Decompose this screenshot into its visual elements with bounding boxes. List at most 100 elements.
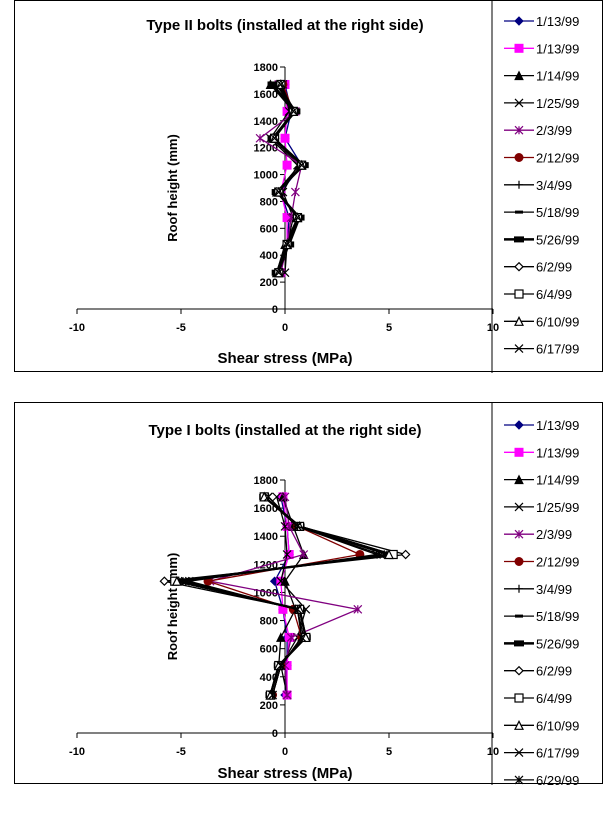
type-i-series-5-point xyxy=(280,492,290,502)
type-ii-legend-label: 3/4/99 xyxy=(536,178,572,193)
type-i-x-tick-label: -5 xyxy=(176,746,186,758)
type-i-x-tick-label: -10 xyxy=(69,746,85,758)
type-i-series-line-12 xyxy=(176,496,390,696)
type-ii-legend-marker xyxy=(514,125,524,135)
type-i-series-4-point xyxy=(282,550,292,559)
type-i-series-14-point xyxy=(297,632,307,642)
type-ii-series-5-point xyxy=(290,187,300,197)
chart-type-ii-svg: Type II bolts (installed at the right si… xyxy=(69,1,579,373)
type-ii-x-tick-label: -10 xyxy=(69,322,85,334)
type-ii-legend-label: 1/14/99 xyxy=(536,69,579,84)
type-i-legend-label: 5/18/99 xyxy=(536,609,579,624)
type-ii-series-9-point xyxy=(267,81,278,88)
type-i-series-10-point xyxy=(400,549,411,560)
type-i-legend-label: 1/14/99 xyxy=(536,473,579,488)
type-ii-legend-marker xyxy=(514,236,524,243)
type-ii-series-line-13 xyxy=(273,84,303,273)
type-ii-legend-label: 1/25/99 xyxy=(536,96,579,111)
chart-type-i-svg: Type I bolts (installed at the right sid… xyxy=(69,403,579,785)
type-ii-x-tick-label: 5 xyxy=(386,322,392,334)
type-i-legend: 1/13/99 1/13/99 1/14/99 1/25/99 2/3/99 2/12/9… xyxy=(491,403,579,785)
type-i-series-3-point xyxy=(276,632,286,642)
type-i-y-label: Roof height (mm) xyxy=(165,553,180,661)
type-i-plot: Type I bolts (installed at the right sid… xyxy=(69,422,499,782)
type-i-series-5-point xyxy=(286,632,296,642)
type-i-series-5-point xyxy=(353,604,363,614)
type-i-legend-marker xyxy=(515,584,523,593)
type-i-legend-label: 6/17/99 xyxy=(536,746,579,761)
type-i-x-tick-label: 0 xyxy=(282,746,288,758)
type-i-legend-label: 6/2/99 xyxy=(536,664,572,679)
type-ii-series-13-point xyxy=(270,133,280,143)
type-i-series-4-point xyxy=(280,521,290,531)
type-ii-series-2-point xyxy=(282,160,292,170)
type-ii-legend-label: 1/13/99 xyxy=(536,14,579,29)
type-i-legend-marker xyxy=(514,529,524,539)
type-i-legend-label: 1/25/99 xyxy=(536,500,579,515)
type-ii-y-tick-label: 1800 xyxy=(254,62,278,74)
type-ii-y-tick-label: 0 xyxy=(272,304,278,316)
type-ii-legend-label: 6/10/99 xyxy=(536,314,579,329)
type-ii-legend-marker xyxy=(514,344,524,354)
type-ii-legend-label: 6/4/99 xyxy=(536,287,572,302)
type-ii-series-13-point xyxy=(274,187,284,197)
type-i-legend-label: 2/12/99 xyxy=(536,555,579,570)
type-ii-series-13-point xyxy=(274,268,284,278)
type-i-series-line-3 xyxy=(269,496,305,696)
type-i-x-tick-label: 10 xyxy=(487,746,499,758)
type-i-series-10-point xyxy=(159,576,170,587)
type-i-x-tick-label: 5 xyxy=(386,746,392,758)
type-i-y-tick-label: 1800 xyxy=(254,475,278,487)
type-ii-legend: 1/13/99 1/13/99 1/14/99 1/25/99 2/3/99 2/12/9… xyxy=(491,1,579,373)
type-i-series-5-point xyxy=(299,550,309,559)
type-ii-title: Type II bolts (installed at the right si… xyxy=(146,17,423,34)
type-i-legend-marker xyxy=(515,614,523,618)
type-ii-series-2-point xyxy=(280,133,290,143)
type-ii-legend-marker xyxy=(514,153,524,162)
type-i-series-14-point xyxy=(263,492,273,502)
type-ii-y-tick-label: 200 xyxy=(260,277,278,289)
type-i-legend-marker xyxy=(514,775,524,785)
type-i-legend-label: 6/29/99 xyxy=(536,773,579,785)
chart-panel-type-ii: Type II bolts (installed at the right si… xyxy=(14,0,603,373)
type-ii-legend-label: 5/26/99 xyxy=(536,232,579,247)
type-ii-y-tick-label: 800 xyxy=(260,196,278,208)
type-ii-legend-label: 1/13/99 xyxy=(536,41,579,56)
type-ii-legend-label: 5/18/99 xyxy=(536,205,579,220)
type-ii-legend-marker xyxy=(514,98,524,108)
type-ii-legend-label: 6/2/99 xyxy=(536,260,572,275)
type-ii-legend-marker xyxy=(514,315,524,326)
type-i-y-tick-label: 200 xyxy=(260,700,278,712)
type-i-y-tick-label: 1400 xyxy=(254,531,278,543)
type-ii-legend-marker xyxy=(514,261,524,272)
type-ii-y-tick-label: 1200 xyxy=(254,143,278,155)
type-i-y-tick-label: 600 xyxy=(260,644,278,656)
type-i-legend-label: 1/13/99 xyxy=(536,418,579,433)
type-ii-legend-label: 2/3/99 xyxy=(536,123,572,138)
type-ii-legend-marker xyxy=(514,16,524,26)
type-i-legend-marker xyxy=(514,748,524,758)
type-i-series-14-point xyxy=(293,604,302,614)
type-i-legend-marker xyxy=(514,447,524,457)
type-ii-x-tick-label: -5 xyxy=(176,322,186,334)
type-i-legend-label: 6/10/99 xyxy=(536,718,579,733)
type-ii-series-13-point xyxy=(282,240,292,249)
type-i-series-13-point xyxy=(376,550,386,559)
type-ii-series-5-point xyxy=(255,133,265,143)
type-ii-legend-marker xyxy=(514,289,524,299)
type-i-legend-label: 5/26/99 xyxy=(536,636,579,651)
type-i-legend-label: 6/4/99 xyxy=(536,691,572,706)
type-ii-y-tick-label: 600 xyxy=(260,223,278,235)
type-ii-series-13-point xyxy=(297,160,307,170)
type-ii-y-tick-label: 400 xyxy=(260,250,278,262)
type-i-legend-marker xyxy=(514,665,524,676)
type-i-legend-label: 3/4/99 xyxy=(536,582,572,597)
type-ii-plot: Type II bolts (installed at the right si… xyxy=(69,17,499,367)
type-i-series-2-point xyxy=(284,632,294,642)
type-ii-legend-label: 2/12/99 xyxy=(536,151,579,166)
type-ii-y-tick-label: 1000 xyxy=(254,170,278,182)
type-ii-legend-marker xyxy=(514,70,524,81)
type-ii-x-tick-label: 0 xyxy=(282,322,288,334)
type-i-y-tick-label: 800 xyxy=(260,616,278,628)
type-i-series-14-point xyxy=(372,550,381,559)
